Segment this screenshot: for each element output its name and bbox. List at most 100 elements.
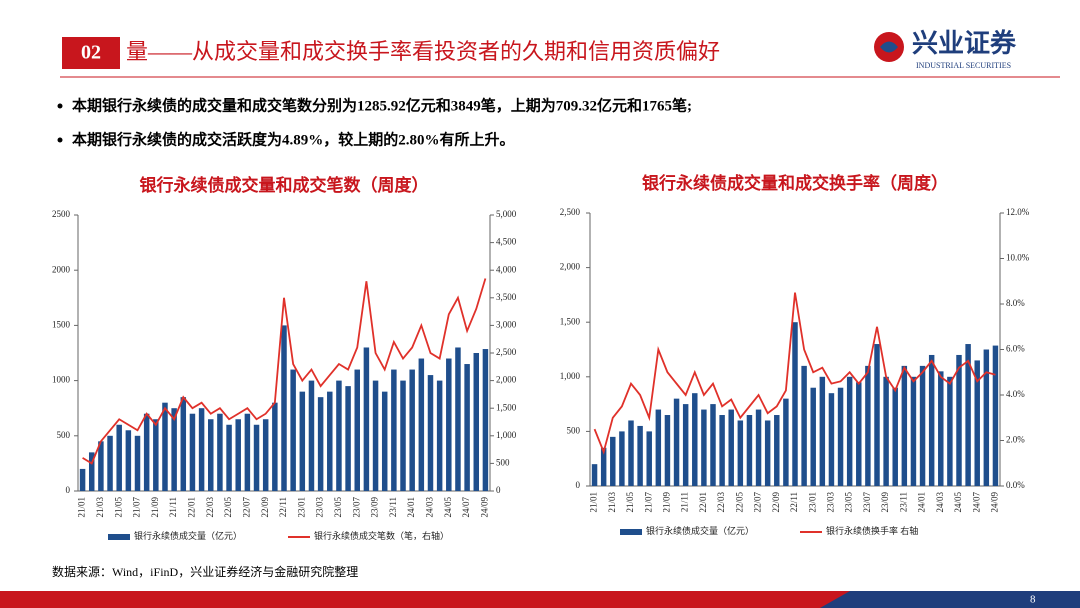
x-tick-label: 21/07 [132,497,142,518]
bar [792,322,798,486]
bar [308,380,315,491]
y2-tick-label: 3,500 [496,292,517,302]
x-tick-label: 21/09 [150,497,160,518]
y-tick-label: 2,000 [560,262,581,272]
y2-tick-label: 3,000 [496,319,517,329]
x-tick-label: 22/09 [771,492,781,513]
legend-swatch [620,529,642,535]
x-tick-label: 24/03 [935,492,945,513]
bullet-dot [57,137,63,143]
bar [107,435,113,491]
bar [290,369,296,491]
x-tick-label: 22/03 [716,492,726,513]
x-tick-label: 23/01 [296,497,306,518]
x-tick-label: 22/05 [223,497,233,518]
x-tick-label: 21/03 [95,497,105,518]
bullet-dot [57,103,63,109]
y-tick-label: 1,500 [560,316,581,326]
bar [692,393,698,486]
slide-title: 量——从成交量和成交换手率看投资者的久期和信用资质偏好 [126,39,720,64]
bullet: 本期银行永续债的成交活跃度为4.89%，较上期的2.80%有所上升。 [72,130,515,148]
bar [928,354,935,486]
bar [235,419,241,491]
y2-tick-label: 1,500 [496,402,517,412]
bar [801,365,807,486]
x-tick-label: 24/01 [406,497,416,518]
bar [327,391,333,491]
bar [262,419,269,491]
bar [737,420,744,486]
y2-tick-label: 4.0% [1006,389,1025,399]
bar [710,404,716,486]
bar [381,391,388,491]
x-tick-label: 22/05 [734,492,744,513]
bar [88,452,95,491]
x-tick-label: 22/09 [260,497,270,518]
bar [637,425,643,486]
bar [208,419,214,491]
y2-tick-label: 8.0% [1006,298,1025,308]
bar [910,376,917,486]
x-tick-label: 21/01 [77,497,87,518]
x-tick-label: 22/03 [205,497,215,518]
bar [153,419,159,491]
x-tick-label: 23/11 [898,492,908,512]
bar [317,397,324,491]
logo-cn: 兴业证券 [912,29,1017,58]
bar [810,387,816,486]
bar [874,344,880,486]
bar [610,436,616,486]
bar [701,409,707,486]
bar [865,365,871,486]
bar [391,369,397,491]
bar [409,369,415,491]
x-tick-label: 23/11 [388,497,398,517]
y-tick-label: 2,500 [560,207,581,217]
x-tick-label: 23/01 [807,492,817,513]
bar [828,393,835,486]
bar [162,402,168,491]
bar [473,353,480,491]
y2-tick-label: 2,500 [496,347,517,357]
chart-title: 银行永续债成交量和成交换手率（周度） [642,173,948,193]
bar [436,380,443,491]
y-tick-label: 2500 [52,209,71,219]
bar [189,413,196,491]
bar [98,441,104,491]
x-tick-label: 21/11 [168,497,178,517]
logo-swirl [880,41,898,53]
bar [171,408,177,491]
bar [947,376,953,486]
bar [372,380,379,491]
x-tick-label: 23/09 [880,492,890,513]
y2-tick-label: 0.0% [1006,480,1025,490]
bar [336,380,342,491]
bar [79,468,86,491]
x-tick-label: 22/01 [698,492,708,513]
x-tick-label: 21/01 [589,492,599,513]
x-tick-label: 22/11 [789,492,799,512]
bar [125,430,132,491]
bar [619,431,625,486]
bar [482,349,489,491]
y2-tick-label: 4,000 [496,264,517,274]
bar [965,344,971,486]
tag-box [62,37,120,69]
y2-tick-label: 12.0% [1006,207,1030,217]
bar [901,365,908,486]
bar [400,380,406,491]
y-tick-label: 1500 [52,319,71,329]
bar [755,409,762,486]
bar [892,387,898,486]
y2-tick-label: 10.0% [1006,253,1030,263]
bar [819,376,826,486]
bar [600,447,607,486]
bar [455,347,461,491]
y2-tick-label: 2.0% [1006,435,1025,445]
x-tick-label: 23/07 [862,492,872,513]
bar [646,431,652,486]
bar [464,364,470,491]
x-tick-label: 24/05 [953,492,963,513]
x-tick-label: 23/03 [826,492,836,513]
